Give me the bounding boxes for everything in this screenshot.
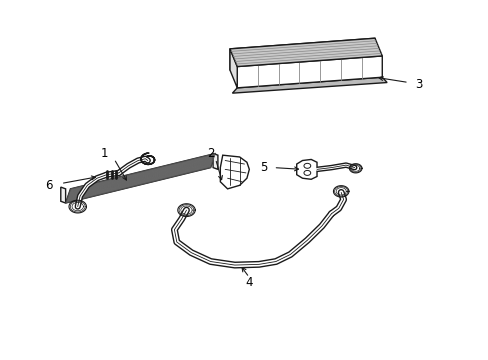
Text: 3: 3 [414, 78, 421, 91]
Polygon shape [220, 155, 249, 189]
Polygon shape [229, 49, 237, 88]
Polygon shape [213, 153, 218, 169]
Text: 1: 1 [101, 147, 108, 160]
Polygon shape [65, 153, 215, 203]
Polygon shape [229, 38, 374, 70]
Polygon shape [296, 159, 316, 179]
Polygon shape [61, 187, 65, 203]
Polygon shape [232, 77, 386, 93]
Text: 5: 5 [260, 161, 267, 174]
Polygon shape [237, 56, 382, 88]
Circle shape [304, 170, 310, 175]
Text: 6: 6 [45, 179, 52, 192]
Circle shape [304, 163, 310, 168]
Polygon shape [229, 38, 382, 67]
Text: 2: 2 [206, 147, 214, 160]
Text: 4: 4 [245, 276, 253, 289]
